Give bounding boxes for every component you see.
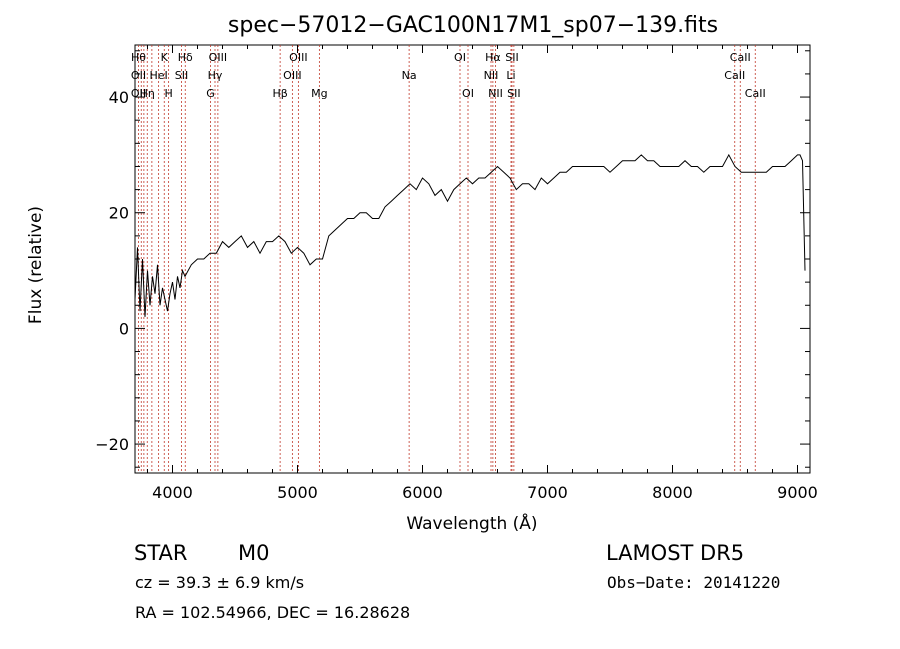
y-axis: −20 0 20 40 xyxy=(95,50,810,468)
line-label: Hγ xyxy=(208,69,223,82)
coordinates: RA = 102.54966, DEC = 16.28628 xyxy=(135,603,411,622)
x-tick-label: 6000 xyxy=(402,483,443,502)
line-label: OII xyxy=(131,69,146,82)
line-label: NII xyxy=(488,87,503,100)
line-label: SII xyxy=(507,87,520,100)
survey-name: LAMOST DR5 xyxy=(606,541,745,565)
line-label: G xyxy=(206,87,215,100)
line-label: Hα xyxy=(485,51,501,64)
x-tick-label: 9000 xyxy=(777,483,818,502)
emission-line-labels: HθOIIOIIHηHeIKHSIIHδGHγOIIIHβOIIIOIIIMgN… xyxy=(131,51,766,100)
line-label: OI xyxy=(454,51,466,64)
line-label: CaII xyxy=(745,87,766,100)
x-axis: 4000 5000 6000 7000 8000 9000 xyxy=(147,45,818,502)
line-label: Hβ xyxy=(272,87,287,100)
line-label: Hθ xyxy=(131,51,146,64)
line-label: OIII xyxy=(283,69,301,82)
line-label: CaII xyxy=(724,69,745,82)
line-label: Mg xyxy=(311,87,327,100)
redshift-value: cz = 39.3 ± 6.9 km/s xyxy=(135,573,305,592)
line-label: K xyxy=(161,51,169,64)
line-label: SII xyxy=(175,69,188,82)
plot-frame xyxy=(134,44,811,474)
line-label: Hη xyxy=(140,87,155,100)
y-axis-label: Flux (relative) xyxy=(26,206,46,324)
y-tick-label: 0 xyxy=(119,319,129,338)
object-class: STAR xyxy=(134,541,188,565)
line-label: SII xyxy=(505,51,518,64)
line-label: NII xyxy=(484,69,499,82)
y-tick-label: 40 xyxy=(109,88,129,107)
y-tick-label: 20 xyxy=(109,204,129,223)
line-label: HeI xyxy=(149,69,167,82)
line-label: CaII xyxy=(730,51,751,64)
line-label: H xyxy=(164,87,172,100)
line-label: OIII xyxy=(289,51,307,64)
y-tick-label: −20 xyxy=(95,435,129,454)
chart-title: spec−57012−GAC100N17M1_sp07−139.fits xyxy=(228,13,718,38)
spectrum-line xyxy=(134,153,806,317)
line-label: Na xyxy=(402,69,417,82)
x-axis-label: Wavelength (Å) xyxy=(406,512,537,534)
obs-date: Obs−Date: 20141220 xyxy=(607,573,781,592)
x-tick-label: 5000 xyxy=(277,483,318,502)
line-label: Hδ xyxy=(178,51,193,64)
object-subclass: M0 xyxy=(238,541,270,565)
x-tick-label: 8000 xyxy=(652,483,693,502)
line-label: OIII xyxy=(209,51,227,64)
x-tick-label: 7000 xyxy=(527,483,568,502)
line-label: OI xyxy=(462,87,474,100)
x-tick-label: 4000 xyxy=(152,483,193,502)
emission-line-markers xyxy=(138,45,756,473)
line-label: Li xyxy=(506,69,515,82)
